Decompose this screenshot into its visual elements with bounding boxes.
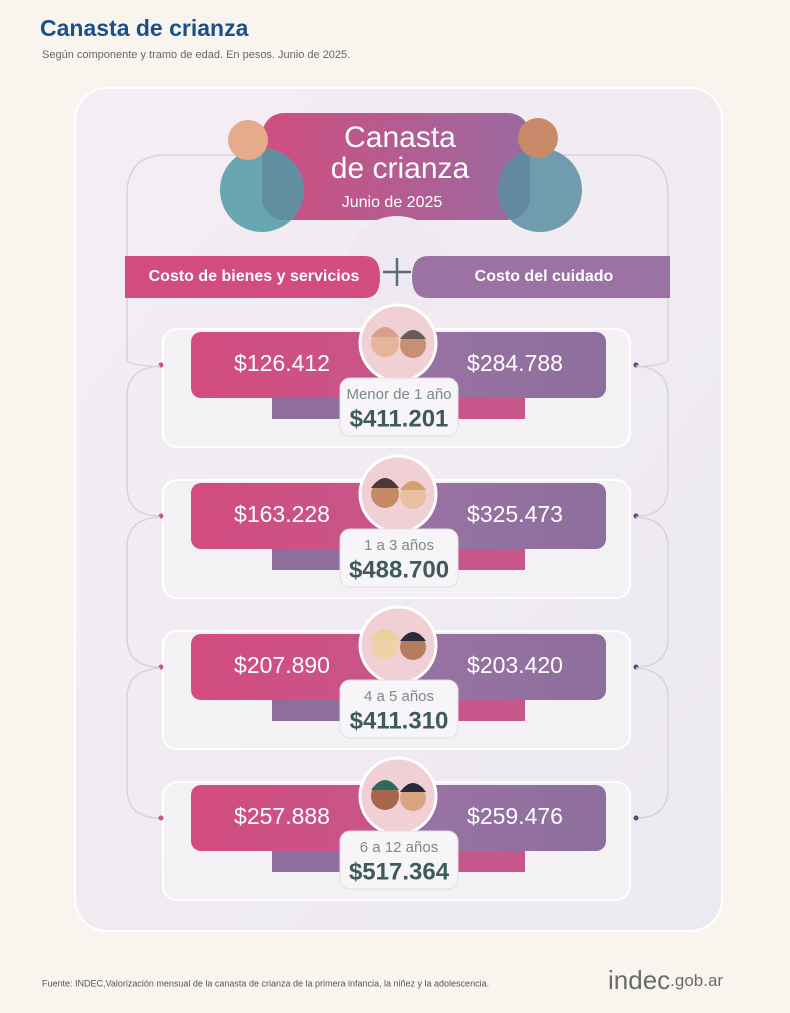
- total-value: $411.310: [350, 707, 449, 734]
- care-label: Costo del cuidado: [475, 268, 614, 285]
- goods-value: $126.412: [234, 350, 330, 376]
- illustration-mother: [228, 120, 268, 160]
- logo-suffix: .gob.ar: [670, 971, 723, 990]
- dot: [158, 815, 164, 821]
- banner-title: Canasta: [344, 121, 456, 154]
- rows: $126.412 $284.788 Menor de 1 año $411.201 $1…: [126, 303, 669, 901]
- avatar-hair: [400, 330, 426, 339]
- subtitle: Según componente y tramo de edad. En pes…: [42, 49, 350, 61]
- dot: [633, 815, 639, 821]
- connector: [126, 365, 669, 517]
- plus-sign: [383, 258, 411, 286]
- care-value: $325.473: [467, 501, 563, 527]
- total-value: $488.700: [349, 556, 449, 583]
- avatar-hair: [371, 478, 399, 488]
- age-label: 4 a 5 años: [364, 688, 434, 705]
- illustration-mother: [220, 148, 304, 232]
- goods-label-bar: [125, 256, 380, 298]
- avatar-hair: [400, 481, 426, 490]
- logo: indec.gob.ar: [608, 965, 723, 995]
- title: Canasta de crianza: [40, 15, 249, 41]
- avatar-hair: [400, 632, 426, 641]
- banner: [262, 113, 530, 220]
- goods-value: $207.890: [234, 652, 330, 678]
- total-value: $411.201: [350, 405, 449, 432]
- connector: [126, 667, 669, 819]
- care-label-bar: [412, 256, 670, 298]
- avatar-hair: [371, 629, 399, 639]
- care-value: $284.788: [467, 350, 563, 376]
- source: Fuente: INDEC,Valorización mensual de la…: [42, 978, 489, 988]
- avatar-hair: [371, 327, 399, 337]
- goods-value: $257.888: [234, 803, 330, 829]
- age-label: 1 a 3 años: [364, 537, 434, 554]
- avatar-hair: [371, 780, 399, 790]
- illustration-father: [518, 118, 558, 158]
- banner-title: de crianza: [331, 152, 470, 185]
- care-value: $259.476: [467, 803, 563, 829]
- goods-value: $163.228: [234, 501, 330, 527]
- age-label: 6 a 12 años: [360, 839, 438, 856]
- connector: [126, 516, 669, 668]
- avatar-hair: [400, 783, 426, 792]
- total-pill: [339, 528, 459, 588]
- connector: [126, 154, 669, 368]
- goods-label: Costo de bienes y servicios: [149, 268, 360, 285]
- age-label: Menor de 1 año: [346, 386, 451, 403]
- logo-main: indec: [608, 965, 670, 995]
- total-pill: [339, 679, 459, 739]
- total-pill: [339, 830, 459, 890]
- total-pill: [339, 377, 459, 437]
- banner-date: Junio de 2025: [342, 194, 443, 211]
- care-value: $203.420: [467, 652, 563, 678]
- illustration-father: [498, 148, 582, 232]
- total-value: $517.364: [349, 858, 450, 885]
